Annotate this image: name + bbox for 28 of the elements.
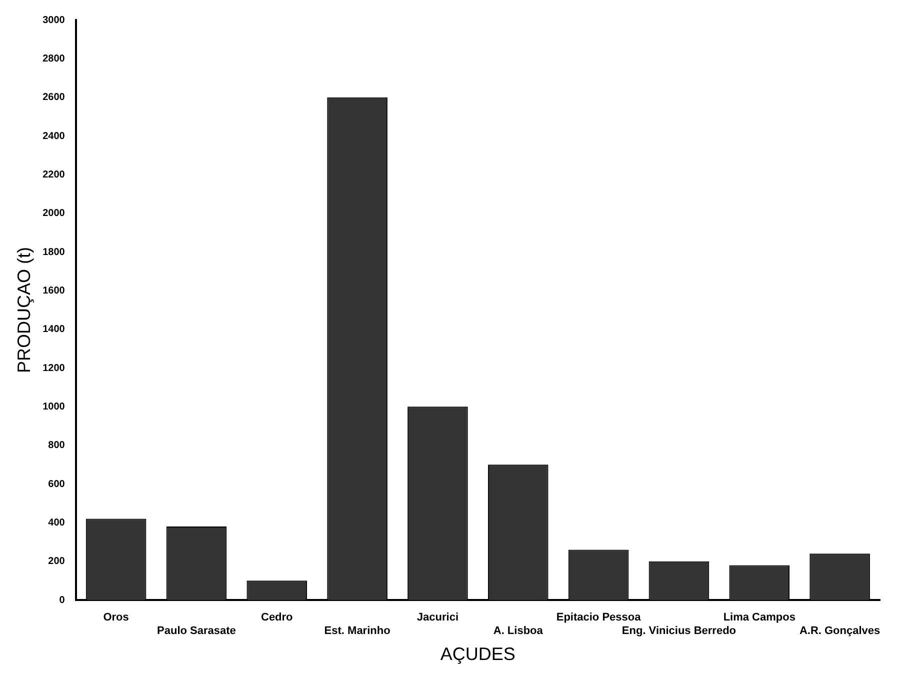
x-tick-label: Est. Marinho [324, 624, 391, 637]
x-tick-label: Lima Campos [723, 612, 796, 624]
y-tick-label: 400 [48, 517, 66, 528]
y-tick-label: 2800 [42, 53, 66, 64]
y-tick-label: 0 [59, 594, 66, 606]
y-tick-label: 800 [48, 440, 66, 452]
y-tick-label: 2200 [42, 169, 66, 180]
x-tick-label: A.R. Gonçalves [799, 624, 880, 637]
x-tick-label: Oros [103, 612, 129, 624]
y-tick-label: 1600 [42, 285, 66, 296]
y-tick-label: 2000 [42, 208, 66, 220]
x-tick-label: Cedro [260, 612, 294, 624]
x-tick-label: Jacurici [416, 612, 459, 624]
y-tick-label: 2600 [42, 92, 66, 104]
x-tick-label: Epitacio Pessoa [556, 612, 642, 624]
y-tick-label: 2400 [42, 130, 66, 142]
y-tick-label: 1000 [42, 401, 66, 412]
y-tick-label: 3000 [42, 14, 66, 26]
y-tick-label: 1400 [42, 324, 66, 336]
x-tick-label: Eng. Vinicius Berredo [622, 624, 736, 637]
y-tick-label: 600 [48, 478, 66, 490]
y-tick-label: 200 [48, 556, 66, 568]
x-axis-title: AÇUDES [440, 644, 516, 664]
x-tick-label: Paulo Sarasate [157, 624, 236, 637]
y-tick-label: 1200 [42, 362, 66, 374]
y-tick-label: 1800 [42, 246, 66, 258]
y-axis-title: PRODUÇAO (t) [14, 247, 34, 373]
x-tick-label: A. Lisboa [493, 624, 544, 637]
